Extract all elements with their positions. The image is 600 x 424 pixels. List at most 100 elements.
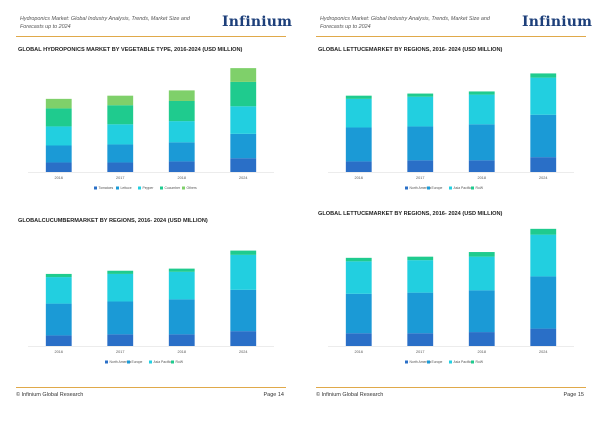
bar-segment-asia-pacific [107,273,134,302]
bar-segment-cucumber [230,81,257,107]
bar-segment-row [530,228,557,235]
legend-swatch [171,360,174,364]
bar-segment-europe [345,293,372,334]
bar-segment-europe [468,124,495,161]
bar-segment-north-america [468,160,495,172]
bar-segment-europe [45,303,72,336]
legend-swatch [149,360,152,364]
legend-swatch [471,186,474,190]
bar-segment-asia-pacific [530,77,557,115]
header-rule [316,36,586,37]
brand-logo: Infinium [522,11,592,31]
bar-segment-others [168,90,195,101]
legend-label: RoW [476,360,484,364]
bar-segment-others [230,68,257,82]
legend-label: Europe [132,360,143,364]
legend-label: Others [187,186,197,190]
chart-title: GLOBAL LETTUCEMARKET BY REGIONS, 2016- 2… [318,47,503,53]
legend-label: Tomatoes [99,186,114,190]
x-tick-label: 2016 [55,176,63,180]
bar-segment-north-america [168,334,195,346]
legend-swatch [127,360,130,364]
bar-segment-row [468,91,495,95]
x-tick-label: 2018 [178,176,186,180]
bar-segment-north-america [107,334,134,346]
bar-segment-asia-pacific [407,260,434,293]
bar-segment-north-america [407,333,434,346]
legend-label: Cucumber [165,186,182,190]
legend-label: Asia Pacific [454,360,472,364]
bar-segment-lettuce [45,145,72,163]
x-tick-label: 2018 [478,176,486,180]
bar-segment-row [45,273,72,278]
bar-segment-europe [530,114,557,158]
legend-swatch [116,186,119,190]
legend-swatch [105,360,108,364]
bar-segment-row [345,257,372,262]
bar-segment-asia-pacific [468,94,495,125]
chart-title: GLOBAL LETTUCEMARKET BY REGIONS, 2016- 2… [318,211,503,217]
chart-title: GLOBALCUCUMBERMARKET BY REGIONS, 2016- 2… [18,218,208,224]
bar-segment-north-america [230,331,257,346]
bar-segment-europe [407,126,434,161]
legend-label: Asia Pacific [154,360,172,364]
bar-segment-lettuce [230,133,257,159]
bar-segment-asia-pacific [45,277,72,304]
brand-name: Infinium [522,14,593,30]
bar-segment-row [407,93,434,97]
x-tick-label: 2017 [116,176,124,180]
bar-segment-asia-pacific [530,234,557,277]
bar-segment-others [45,98,72,109]
x-tick-label: 2024 [239,176,247,180]
legend-label: RoW [176,360,184,364]
bar-segment-row [168,268,195,272]
bar-segment-europe [530,276,557,329]
legend-label: RoW [476,186,484,190]
header-text: Hydroponics Market: Global Industry Anal… [20,16,190,30]
legend-label: Asia Pacific [454,186,472,190]
bar-segment-pepper [107,124,134,145]
bar-segment-tomatoes [107,162,134,172]
bar-segment-north-america [345,333,372,346]
legend-swatch [449,360,452,364]
bar-segment-europe [407,292,434,334]
brand-name: Infinium [222,14,293,30]
bar-segment-north-america [468,332,495,346]
x-tick-label: 2016 [55,350,63,354]
footer-rule [16,387,286,388]
bar-segment-europe [345,127,372,162]
stacked-bar-chart: 2016 2017 2018 2024 North America Europe Asia … [28,250,274,364]
bar-segment-tomatoes [45,162,72,172]
bar-segment-asia-pacific [230,254,257,290]
legend-swatch [471,360,474,364]
chart-title: GLOBAL HYDROPONICS MARKET BY VEGETABLE T… [18,47,243,53]
footer-copyright: © Infinium Global Research [16,392,84,398]
legend-label: Pepper [143,186,155,190]
bar-segment-europe [107,301,134,335]
legend-label: North America [410,186,432,190]
x-tick-label: 2017 [416,176,424,180]
legend-label: North America [110,360,132,364]
stacked-bar-chart: 2016 2017 2018 2024 North America Europe Asia … [328,228,574,364]
x-tick-label: 2016 [355,176,363,180]
bar-segment-row [530,73,557,78]
bar-segment-pepper [45,126,72,146]
bar-segment-north-america [345,161,372,172]
bar-segment-row [107,270,134,274]
bar-segment-cucumber [107,105,134,125]
bar-segment-row [407,256,434,261]
bar-segment-north-america [530,157,557,172]
x-tick-label: 2018 [178,350,186,354]
bar-segment-north-america [407,160,434,172]
x-tick-label: 2024 [539,176,547,180]
bar-segment-tomatoes [168,161,195,172]
bar-segment-lettuce [107,144,134,163]
bar-segment-asia-pacific [407,96,434,127]
bar-segment-asia-pacific [345,98,372,128]
legend-label: Lettuce [121,186,132,190]
legend-swatch [94,186,97,190]
page-number: Page 14 [263,392,285,398]
page-14: Hydroponics Market: Global Industry Anal… [16,14,293,398]
legend-label: Europe [432,360,443,364]
x-tick-label: 2018 [478,350,486,354]
